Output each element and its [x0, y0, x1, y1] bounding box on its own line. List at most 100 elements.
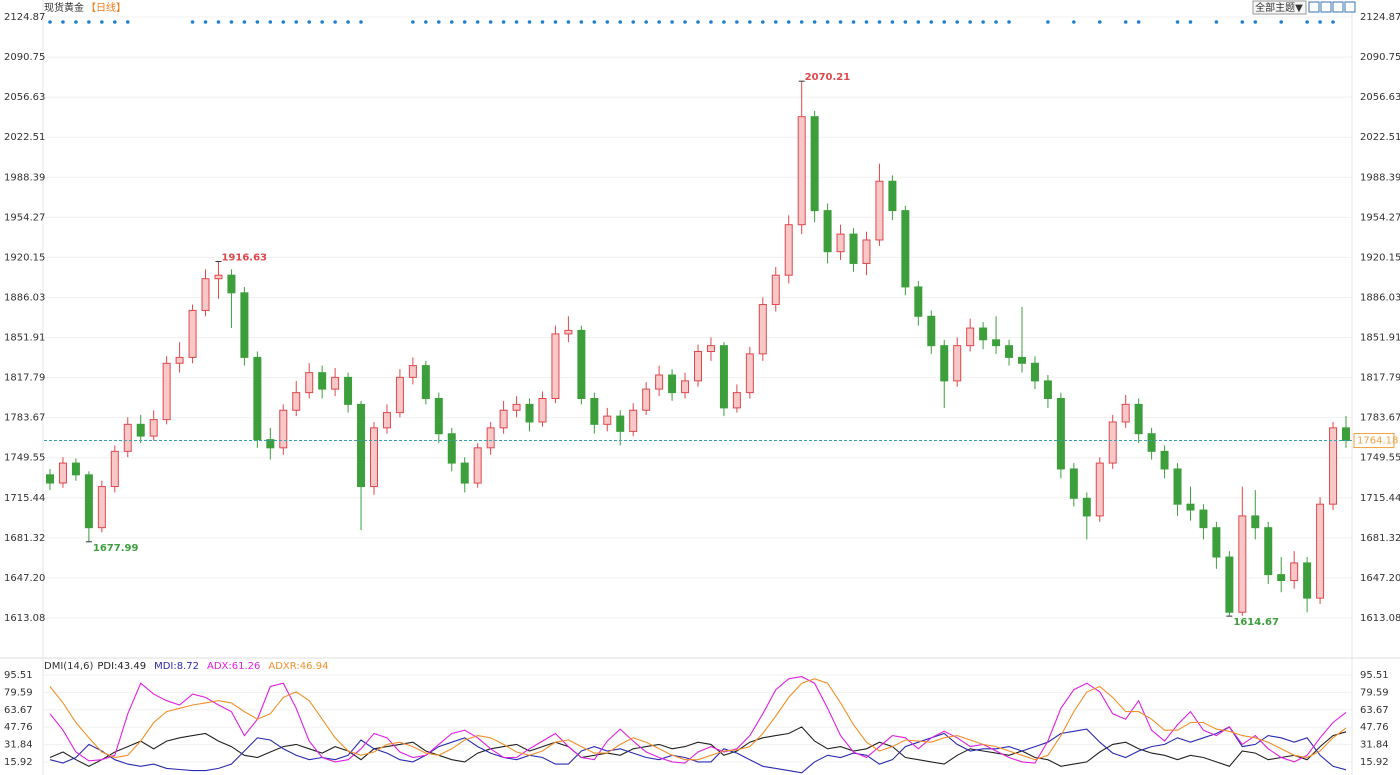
signal-dot: [890, 20, 895, 24]
end-icon[interactable]: [1344, 1, 1356, 13]
candle-body: [305, 372, 314, 394]
signal-dot: [786, 20, 791, 24]
candle-body: [732, 392, 741, 409]
candle-body: [914, 286, 923, 317]
signal-dot: [333, 20, 337, 24]
signal-dot: [501, 20, 506, 24]
y-tick-label-right: 2022.51: [1360, 132, 1400, 143]
y-tick-label: 15.92: [4, 757, 33, 768]
candle-body: [1251, 515, 1260, 529]
zoom-in-icon[interactable]: [1308, 1, 1320, 13]
candle-body: [1082, 497, 1091, 517]
toolbar: 全部主题▼: [1252, 0, 1356, 15]
signal-dot: [61, 20, 65, 24]
candle-body: [888, 180, 897, 212]
candle-body: [797, 116, 806, 226]
y-tick-label-right: 1988.39: [1360, 172, 1400, 183]
signal-dot: [1214, 20, 1219, 24]
candle-body: [940, 345, 949, 382]
signal-dot: [307, 20, 312, 24]
y-tick-label: 1749.55: [4, 453, 45, 464]
candle-body: [875, 180, 884, 241]
signal-dot: [514, 20, 519, 24]
candle-body: [1225, 556, 1234, 613]
signal-dot: [294, 20, 299, 24]
legend-name: MDI:: [154, 661, 177, 672]
signal-dot: [1123, 20, 1128, 24]
zoom-out-icon[interactable]: [1320, 1, 1332, 13]
y-tick-label: 2022.51: [4, 132, 45, 143]
candle-body: [1160, 450, 1169, 470]
candle-body: [1121, 403, 1130, 423]
signal-dot: [1188, 20, 1193, 24]
candle-body: [771, 274, 780, 306]
low-label: 1614.67: [1233, 617, 1279, 628]
candle-body: [253, 356, 262, 441]
y-tick-label: 95.51: [4, 670, 33, 681]
candle-body: [979, 327, 988, 341]
candle-body: [719, 345, 728, 409]
signal-dot: [449, 20, 454, 24]
signal-dot: [190, 20, 195, 24]
candle-body: [1316, 503, 1325, 599]
candle-body: [370, 427, 378, 488]
signal-dot: [74, 20, 78, 24]
legend-name: PDI:: [97, 661, 117, 672]
candle-body: [279, 409, 288, 449]
signal-dot: [903, 20, 908, 24]
signal-dot: [48, 20, 52, 24]
chart-subtitle: 【日线】: [86, 1, 126, 14]
signal-dot: [838, 20, 843, 24]
candle-body: [318, 372, 327, 390]
y-tick-label: 1681.32: [4, 533, 45, 544]
candle-body: [136, 423, 145, 437]
y-tick-label: 1851.91: [4, 333, 45, 344]
signal-dot: [929, 20, 934, 24]
y-tick-label-right: 1954.27: [1360, 212, 1400, 223]
y-tick-label-right: 2124.87: [1360, 12, 1400, 23]
signal-dot: [475, 20, 480, 24]
chart-title: 现货黄金: [44, 1, 84, 14]
high-label: 1916.63: [221, 253, 267, 264]
theme-button[interactable]: [1252, 0, 1307, 15]
candle-body: [1173, 468, 1182, 505]
theme-button-label[interactable]: 全部主题▼: [1255, 1, 1303, 14]
legend-value: 43.49: [117, 661, 146, 672]
signal-dot: [631, 20, 635, 24]
y-tick-label-right: 31.84: [1360, 740, 1389, 751]
y-tick-label-right: 1851.91: [1360, 333, 1400, 344]
candle-body: [240, 292, 249, 358]
signal-dot: [229, 20, 234, 24]
signal-dot: [540, 20, 545, 24]
y-tick-label: 1817.79: [4, 373, 45, 384]
candle-body: [1212, 527, 1221, 558]
next-icon[interactable]: [1332, 1, 1344, 13]
signal-dot: [424, 20, 428, 24]
y-tick-label-right: 1613.08: [1360, 613, 1400, 624]
y-tick-label: 2124.87: [4, 12, 45, 23]
candle-body: [551, 333, 560, 399]
candle-body: [966, 327, 975, 347]
candle-body: [564, 329, 573, 335]
signal-dot: [955, 20, 959, 24]
candle-body: [1005, 345, 1014, 358]
candle-body: [188, 309, 197, 358]
candle-body: [266, 439, 275, 449]
candle-body: [1238, 515, 1247, 613]
candle-body: [408, 365, 417, 378]
indicator-line: [49, 726, 1347, 774]
y-tick-label: 1783.67: [4, 413, 45, 424]
y-tick-label-right: 1715.44: [1360, 493, 1400, 504]
y-tick-label: 2090.75: [4, 52, 45, 63]
candle-body: [862, 239, 871, 264]
signal-dot: [1072, 20, 1076, 24]
signal-dot: [255, 20, 260, 24]
candle-body: [668, 374, 677, 394]
y-tick-label: 1886.03: [4, 292, 45, 303]
indicator-line: [49, 676, 1347, 764]
candle-body: [227, 274, 236, 294]
candle-body: [590, 397, 599, 425]
signal-dot: [1279, 20, 1283, 24]
signal-dot: [670, 20, 674, 24]
